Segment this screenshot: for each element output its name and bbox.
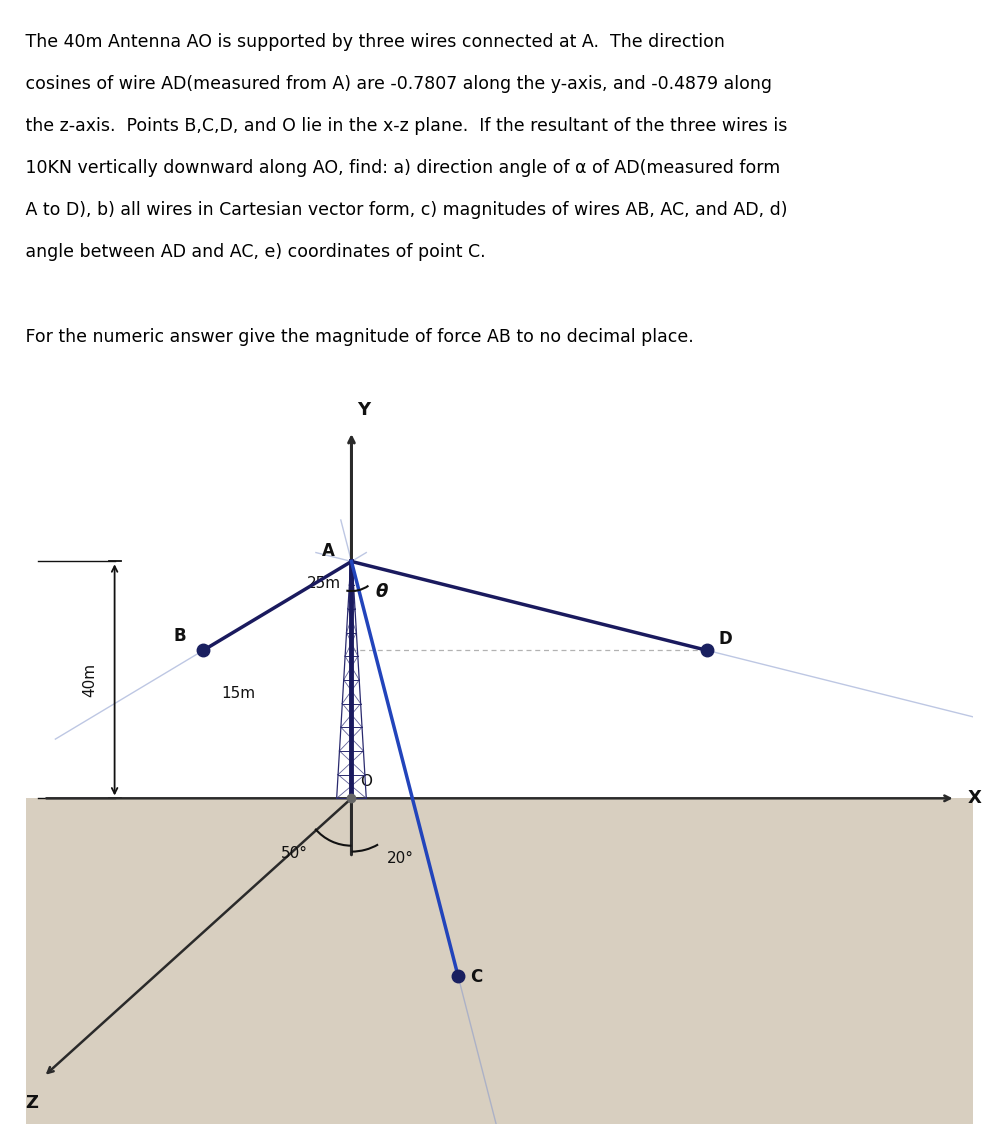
Text: θ: θ bbox=[376, 583, 388, 601]
Text: 50°: 50° bbox=[281, 845, 308, 861]
Text: C: C bbox=[470, 968, 483, 986]
Text: B: B bbox=[174, 627, 187, 645]
Text: A to D), b) all wires in Cartesian vector form, c) magnitudes of wires AB, AC, a: A to D), b) all wires in Cartesian vecto… bbox=[20, 201, 787, 219]
Text: A: A bbox=[322, 542, 335, 560]
Text: the z-axis.  Points B,C,D, and O lie in the x-z plane.  If the resultant of the : the z-axis. Points B,C,D, and O lie in t… bbox=[20, 118, 787, 136]
Text: 10KN vertically downward along AO, find: a) direction angle of α of AD(measured : 10KN vertically downward along AO, find:… bbox=[20, 160, 780, 178]
Text: 40m: 40m bbox=[82, 663, 97, 697]
Text: 15m: 15m bbox=[221, 686, 256, 700]
Text: Z: Z bbox=[25, 1095, 38, 1113]
Bar bbox=[26, 798, 973, 1124]
Text: X: X bbox=[967, 789, 981, 807]
Text: D: D bbox=[718, 631, 732, 649]
Text: 25m: 25m bbox=[307, 577, 342, 591]
Text: O: O bbox=[361, 774, 373, 789]
Text: The 40m Antenna AO is supported by three wires connected at A.  The direction: The 40m Antenna AO is supported by three… bbox=[20, 34, 724, 52]
Text: Y: Y bbox=[358, 401, 371, 419]
Text: angle between AD and AC, e) coordinates of point C.: angle between AD and AC, e) coordinates … bbox=[20, 244, 486, 262]
Text: For the numeric answer give the magnitude of force AB to no decimal place.: For the numeric answer give the magnitud… bbox=[20, 327, 693, 345]
Text: 20°: 20° bbox=[387, 852, 414, 867]
Text: cosines of wire AD(measured from A) are -0.7807 along the y-axis, and -0.4879 al: cosines of wire AD(measured from A) are … bbox=[20, 75, 772, 93]
